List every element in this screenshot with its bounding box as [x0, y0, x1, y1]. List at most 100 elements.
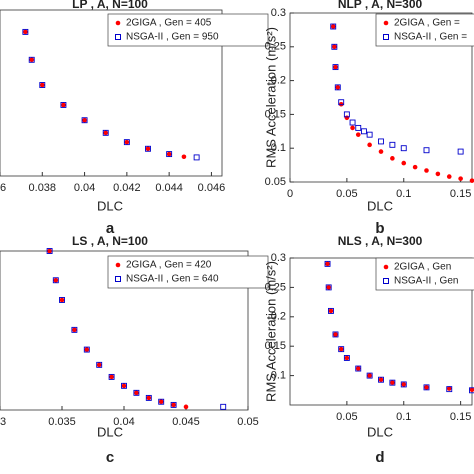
x-axis-label: DLC — [97, 198, 123, 213]
point — [46, 248, 53, 254]
x-tick-label: 0.038 — [29, 182, 57, 194]
point — [103, 130, 109, 136]
point — [71, 326, 78, 333]
x-tick-label: 36 — [0, 182, 6, 194]
panel-letter: b — [375, 220, 384, 237]
y-tick-label: 0.25 — [265, 41, 286, 53]
point — [338, 101, 344, 107]
point — [435, 171, 441, 177]
point — [145, 394, 152, 401]
point — [158, 398, 165, 405]
y-tick-label: 0.15 — [265, 108, 286, 120]
point — [401, 382, 407, 387]
y-tick-label: 0.3 — [271, 252, 286, 264]
point — [355, 124, 362, 131]
point — [378, 138, 384, 145]
point — [325, 261, 330, 267]
point — [378, 377, 384, 383]
point — [170, 401, 177, 408]
point — [423, 384, 430, 391]
x-tick-label: 0.1 — [396, 188, 411, 200]
x-tick-label: 0.05 — [336, 411, 357, 423]
point — [390, 380, 395, 385]
x-tick-label: 0.035 — [48, 416, 76, 428]
legend-label: 2GIGA , Gen = 420 — [126, 260, 212, 271]
x-tick-label: 0.15 — [450, 411, 471, 423]
point — [355, 365, 362, 372]
point — [146, 395, 152, 401]
point — [60, 102, 67, 108]
point — [181, 154, 187, 160]
point — [338, 346, 345, 353]
point — [332, 44, 337, 50]
legend-label: NSGA-II , Gen = 950 — [126, 32, 219, 43]
point — [47, 248, 52, 254]
legend-marker — [383, 34, 389, 40]
point — [378, 376, 384, 383]
point — [334, 84, 341, 91]
panel-letter: d — [375, 449, 384, 466]
y-tick-label: 0.05 — [265, 176, 286, 188]
point — [338, 346, 344, 352]
point — [344, 115, 350, 121]
point — [333, 64, 338, 70]
point — [109, 374, 114, 380]
x-tick-label: 0.05 — [336, 188, 357, 200]
point — [326, 285, 331, 290]
point — [121, 382, 127, 389]
legend-label: 2GIGA , Gen = 405 — [126, 18, 212, 29]
x-tick-label: 0.046 — [198, 182, 226, 194]
point — [124, 139, 130, 145]
point — [355, 366, 361, 371]
x-tick-label: 0.042 — [113, 182, 141, 194]
legend-box — [107, 13, 269, 47]
point — [349, 119, 356, 126]
point — [220, 403, 227, 410]
point — [330, 23, 337, 30]
point — [22, 28, 29, 35]
point — [53, 277, 59, 283]
point — [59, 297, 65, 303]
point — [400, 145, 407, 152]
point — [446, 386, 453, 393]
point — [183, 404, 189, 410]
y-axis-label: RMS Acceleration (m/s²) — [263, 261, 278, 402]
legend-label: NSGA-II , Gen = — [394, 32, 467, 43]
point — [366, 131, 373, 138]
point — [96, 362, 102, 368]
point — [81, 117, 88, 124]
point — [367, 373, 372, 378]
y-tick-label: 0.15 — [265, 340, 286, 352]
x-tick-label: 0 — [287, 188, 293, 200]
point — [412, 164, 418, 170]
legend-marker — [115, 276, 121, 282]
point — [401, 160, 407, 166]
legend-marker — [115, 20, 121, 26]
point — [446, 386, 452, 391]
x-tick-label: 0.045 — [172, 416, 200, 428]
point — [332, 64, 339, 71]
point — [350, 125, 355, 131]
y-tick-label: 0.2 — [271, 75, 286, 87]
point — [52, 277, 59, 284]
x-tick-label: 03 — [0, 416, 6, 428]
panel-letter: c — [106, 449, 114, 466]
x-tick-label: 0.15 — [450, 188, 471, 200]
point — [28, 56, 35, 63]
point — [333, 332, 338, 337]
point — [328, 307, 334, 314]
x-tick-label: 0.04 — [74, 182, 95, 194]
point — [102, 129, 109, 136]
legend-box — [375, 257, 474, 291]
point — [458, 176, 463, 181]
x-axis-label: DLC — [367, 198, 393, 213]
x-axis-label: DLC — [97, 424, 123, 439]
point — [424, 168, 429, 173]
point — [23, 29, 28, 35]
x-tick-label: 0.04 — [113, 416, 134, 428]
y-tick-label: 0.2 — [271, 311, 286, 323]
point — [84, 347, 90, 352]
point — [108, 373, 115, 380]
point — [29, 57, 35, 63]
chart-title: NLS , A, N=300 — [338, 234, 423, 248]
